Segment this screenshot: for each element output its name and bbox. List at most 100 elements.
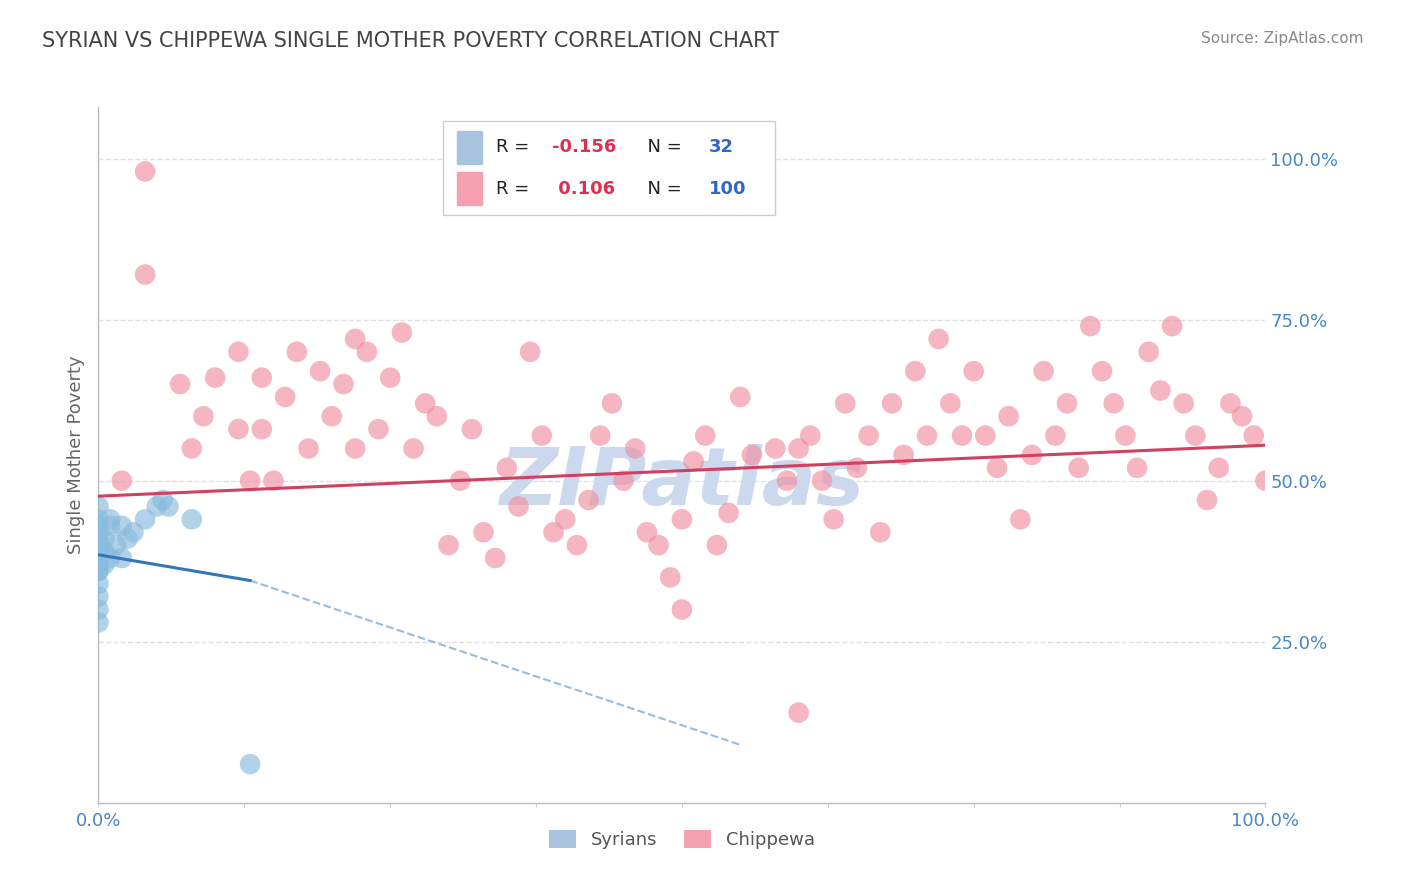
Point: [87, 558, 110, 572]
Point: [87, 500, 110, 514]
Point: [939, 396, 962, 410]
Point: [997, 409, 1019, 424]
Point: [1032, 364, 1054, 378]
Point: [624, 442, 647, 456]
Point: [928, 332, 950, 346]
Legend: Syrians, Chippewa: Syrians, Chippewa: [541, 822, 823, 856]
Point: [1230, 409, 1253, 424]
Point: [846, 460, 869, 475]
Point: [1254, 474, 1277, 488]
Point: [285, 344, 308, 359]
Y-axis label: Single Mother Poverty: Single Mother Poverty: [66, 356, 84, 554]
Point: [367, 422, 389, 436]
Point: [98, 518, 121, 533]
Point: [484, 551, 506, 566]
Point: [228, 344, 250, 359]
Point: [87, 564, 110, 578]
Point: [104, 538, 127, 552]
Point: [1021, 448, 1043, 462]
Point: [811, 474, 834, 488]
Point: [87, 532, 110, 546]
Point: [87, 576, 110, 591]
Point: [1173, 396, 1195, 410]
Point: [321, 409, 343, 424]
Point: [787, 442, 810, 456]
FancyBboxPatch shape: [443, 121, 775, 215]
Point: [647, 538, 669, 552]
Point: [543, 525, 565, 540]
Point: [962, 364, 984, 378]
Point: [1161, 319, 1184, 334]
Point: [87, 518, 110, 533]
Point: [402, 442, 425, 456]
Point: [1243, 428, 1265, 442]
Text: 100: 100: [709, 179, 747, 198]
Text: N =: N =: [637, 138, 688, 156]
Point: [262, 474, 284, 488]
Point: [204, 370, 226, 384]
Point: [87, 525, 110, 540]
Point: [706, 538, 728, 552]
Point: [1045, 428, 1067, 442]
Point: [146, 500, 169, 514]
Point: [519, 344, 541, 359]
Point: [834, 396, 856, 410]
Point: [111, 518, 134, 533]
Point: [986, 460, 1008, 475]
Point: [250, 370, 273, 384]
Point: [763, 442, 786, 456]
Point: [93, 532, 115, 546]
Point: [950, 428, 973, 442]
Point: [730, 390, 752, 404]
Text: R =: R =: [496, 179, 536, 198]
Point: [87, 512, 110, 526]
Point: [1102, 396, 1125, 410]
Point: [93, 544, 115, 558]
Point: [426, 409, 449, 424]
Point: [413, 396, 436, 410]
Point: [87, 564, 110, 578]
Point: [1195, 493, 1218, 508]
Point: [1010, 512, 1032, 526]
Point: [87, 602, 110, 616]
Text: SYRIAN VS CHIPPEWA SINGLE MOTHER POVERTY CORRELATION CHART: SYRIAN VS CHIPPEWA SINGLE MOTHER POVERTY…: [42, 31, 779, 51]
Point: [1080, 319, 1102, 334]
Point: [134, 512, 156, 526]
Point: [974, 428, 997, 442]
Point: [1091, 364, 1114, 378]
Point: [111, 551, 134, 566]
Point: [893, 448, 915, 462]
Point: [87, 590, 110, 604]
FancyBboxPatch shape: [457, 172, 482, 205]
Point: [776, 474, 799, 488]
Point: [344, 332, 367, 346]
Point: [391, 326, 413, 340]
Point: [380, 370, 402, 384]
Point: [169, 377, 191, 392]
Point: [589, 428, 612, 442]
Point: [274, 390, 297, 404]
Point: [239, 474, 262, 488]
Point: [799, 428, 821, 442]
Point: [496, 460, 519, 475]
Point: [250, 422, 273, 436]
Point: [239, 757, 262, 772]
Point: [530, 428, 553, 442]
Point: [122, 525, 145, 540]
Point: [1056, 396, 1078, 410]
Text: R =: R =: [496, 138, 536, 156]
Point: [880, 396, 903, 410]
Point: [1219, 396, 1241, 410]
Point: [1126, 460, 1149, 475]
Point: [554, 512, 576, 526]
Point: [1208, 460, 1230, 475]
Point: [93, 558, 115, 572]
Point: [717, 506, 740, 520]
Text: -0.156: -0.156: [553, 138, 617, 156]
Point: [134, 164, 156, 178]
Point: [180, 442, 202, 456]
Point: [134, 268, 156, 282]
Point: [180, 512, 202, 526]
Point: [636, 525, 658, 540]
Point: [87, 615, 110, 630]
